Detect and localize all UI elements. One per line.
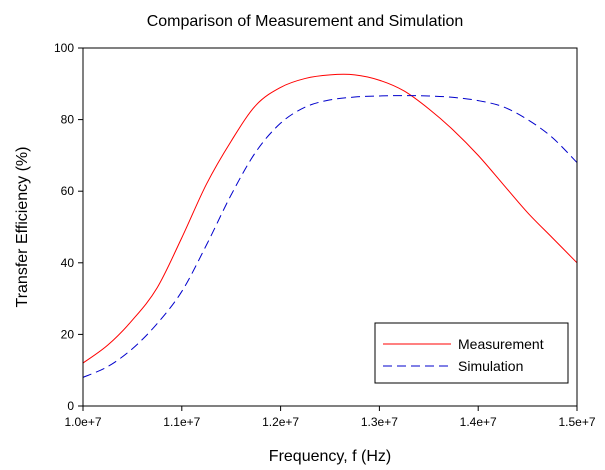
x-tick-label: 1.4e+7 xyxy=(460,415,497,429)
y-axis-label: Transfer Efficiency (%) xyxy=(14,147,31,308)
series-layer xyxy=(82,73,578,378)
x-tick-label: 1.5e+7 xyxy=(558,415,595,429)
y-axis: 0 20 40 60 80 100 xyxy=(54,41,83,413)
y-tick-label: 0 xyxy=(67,399,74,413)
plot-area xyxy=(82,47,578,407)
legend-label-simulation: Simulation xyxy=(458,358,523,374)
x-tick-label: 1.0e+7 xyxy=(64,415,101,429)
legend: Measurement Simulation xyxy=(374,322,569,384)
plot-frame xyxy=(82,47,578,407)
legend-label-measurement: Measurement xyxy=(458,336,544,352)
y-tick-label: 20 xyxy=(61,327,75,341)
y-tick-label: 100 xyxy=(54,41,74,55)
y-tick-label: 60 xyxy=(61,184,75,198)
x-tick-label: 1.3e+7 xyxy=(361,415,398,429)
chart-title: Comparison of Measurement and Simulation xyxy=(147,13,464,30)
series-line-simulation xyxy=(82,95,578,378)
y-tick-label: 80 xyxy=(61,113,75,127)
series-line-measurement xyxy=(82,73,578,364)
x-tick-label: 1.2e+7 xyxy=(262,415,299,429)
y-tick-label: 40 xyxy=(61,256,75,270)
legend-box xyxy=(374,322,569,384)
x-tick-label: 1.1e+7 xyxy=(163,415,200,429)
x-axis-label: Frequency, f (Hz) xyxy=(269,448,391,465)
x-axis: 1.0e+7 1.1e+7 1.2e+7 1.3e+7 1.4e+7 1.5e+7 xyxy=(64,406,596,429)
